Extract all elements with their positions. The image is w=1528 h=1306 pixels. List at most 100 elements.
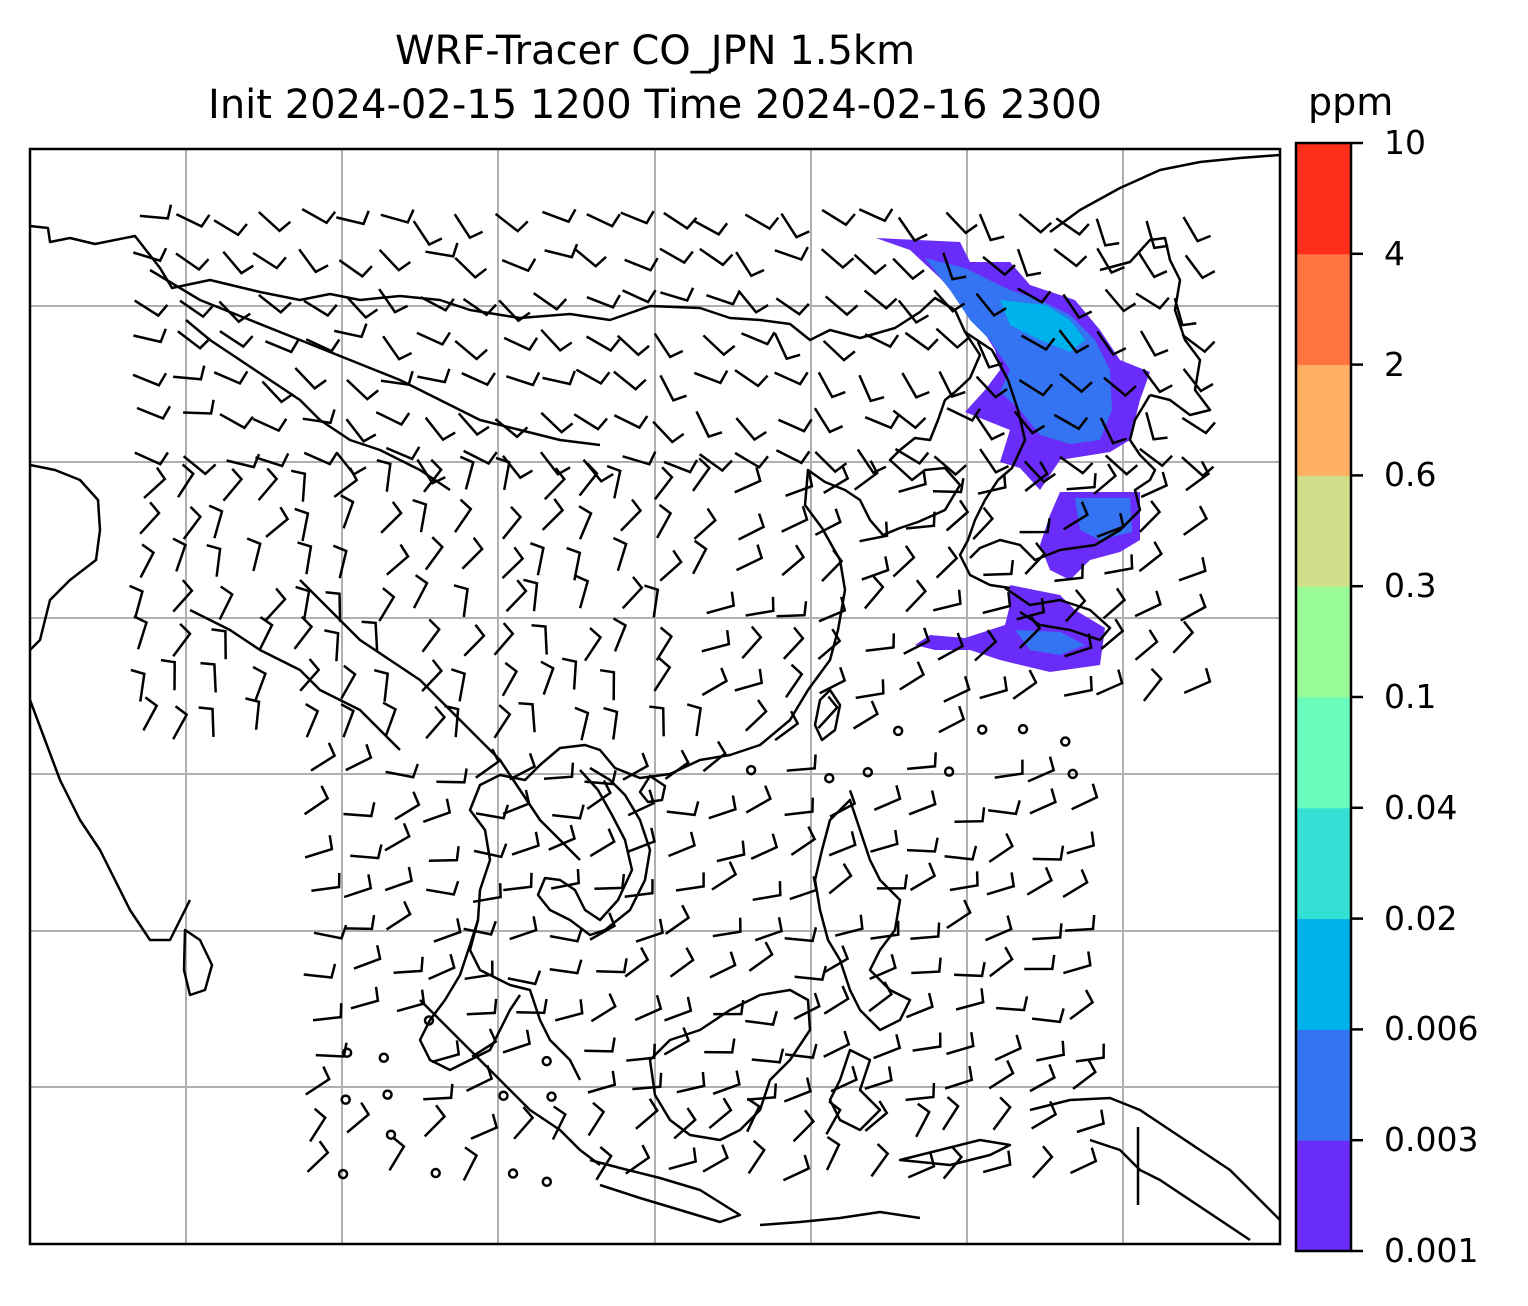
wind-barb <box>954 961 986 978</box>
wind-barb <box>378 587 396 622</box>
wind-barb <box>659 247 694 265</box>
wind-barb <box>898 470 927 494</box>
wind-barb <box>622 752 650 781</box>
wind-barb <box>298 248 329 274</box>
calm-wind-marker <box>1017 723 1029 735</box>
wind-barb <box>774 246 809 262</box>
wind-barb <box>773 332 801 361</box>
wind-barb <box>786 754 817 772</box>
wind-barb <box>933 289 966 313</box>
wind-barb <box>825 1135 841 1171</box>
wind-barb <box>385 543 410 576</box>
wind-barb <box>894 447 930 466</box>
wind-barb <box>376 458 392 492</box>
wind-barb <box>1072 1059 1097 1090</box>
colorbar-tick-label: 0.3 <box>1384 566 1437 606</box>
wind-barb <box>302 409 336 425</box>
colorbar-segment <box>1296 364 1351 476</box>
wind-barb <box>975 415 1005 441</box>
wind-barb <box>130 668 146 702</box>
wind-barb <box>1069 1147 1098 1175</box>
wind-barb <box>501 505 523 540</box>
wind-barb <box>734 451 769 469</box>
wind-barb <box>589 912 617 941</box>
wind-barb <box>544 243 579 259</box>
wind-barb <box>1066 473 1097 491</box>
wind-barb <box>701 667 729 697</box>
wind-barb <box>305 1065 331 1096</box>
coast-sumatra <box>419 999 601 1166</box>
wind-barb <box>949 871 979 892</box>
wind-barb <box>622 451 657 466</box>
wind-barb <box>1032 923 1063 941</box>
coast-java <box>589 1158 742 1224</box>
wind-barb <box>752 881 782 902</box>
wind-barb <box>870 920 900 940</box>
wind-barb <box>305 338 341 353</box>
wind-barb <box>265 506 290 538</box>
wind-barb <box>1095 218 1120 247</box>
wind-barb <box>892 257 925 281</box>
wind-barb <box>976 341 1003 369</box>
wind-barb <box>855 679 885 700</box>
wind-barb <box>853 460 879 491</box>
wind-barb <box>1030 1100 1058 1130</box>
calm-wind-marker <box>976 724 988 735</box>
wind-barb <box>653 657 672 692</box>
wind-barb <box>453 213 484 240</box>
wind-barb <box>511 831 540 856</box>
wind-barb <box>701 630 731 653</box>
wind-barb <box>1016 598 1046 621</box>
wind-barb <box>416 331 451 346</box>
wind-barb <box>863 575 885 610</box>
wind-barb <box>664 904 691 935</box>
wind-barb <box>503 336 539 352</box>
wind-barb <box>1142 368 1173 394</box>
wind-barb <box>864 333 900 349</box>
wind-barb <box>988 1059 1015 1090</box>
wind-barb <box>870 1143 890 1178</box>
wind-barb <box>1134 590 1162 618</box>
wind-barb <box>1145 220 1169 250</box>
wind-barb <box>264 339 300 354</box>
wind-barb <box>821 208 856 227</box>
wind-barb <box>734 467 762 494</box>
wind-barb <box>624 257 659 272</box>
wind-barb <box>412 574 429 609</box>
wind-barb <box>996 996 1029 1012</box>
wind-barb <box>361 620 379 651</box>
wind-barb <box>393 956 424 975</box>
wind-barb <box>603 706 619 740</box>
wind-barb <box>834 914 864 937</box>
wind-barb <box>345 418 377 444</box>
wind-barb <box>176 463 195 498</box>
wind-barb <box>388 1136 406 1172</box>
wind-barb <box>343 914 376 931</box>
wind-barb <box>529 542 545 576</box>
wind-barb <box>454 257 488 280</box>
wind-barb <box>946 407 982 422</box>
wind-barb <box>932 477 965 494</box>
lat-lon-gridlines <box>30 149 1280 1244</box>
wind-barb <box>338 259 373 278</box>
wind-barb <box>450 668 467 702</box>
colorbar-segment <box>1296 475 1351 587</box>
wind-barb <box>852 700 879 730</box>
wind-barb <box>750 833 779 860</box>
wind-barb <box>475 804 510 820</box>
wind-barb <box>345 296 379 320</box>
wind-barb <box>1096 247 1125 275</box>
wind-barb <box>644 584 660 618</box>
wind-barb <box>1181 456 1215 478</box>
wind-barb <box>587 1070 617 1094</box>
wind-barb <box>905 1082 936 1102</box>
wind-barb <box>428 846 460 862</box>
wind-barb <box>172 365 206 381</box>
wind-barb <box>303 785 330 816</box>
wind-barb <box>745 596 775 617</box>
wind-barb <box>1096 512 1125 538</box>
wind-barb <box>353 944 382 970</box>
wind-barb <box>933 455 967 477</box>
wind-barb <box>473 843 508 859</box>
wind-barb <box>345 743 373 772</box>
